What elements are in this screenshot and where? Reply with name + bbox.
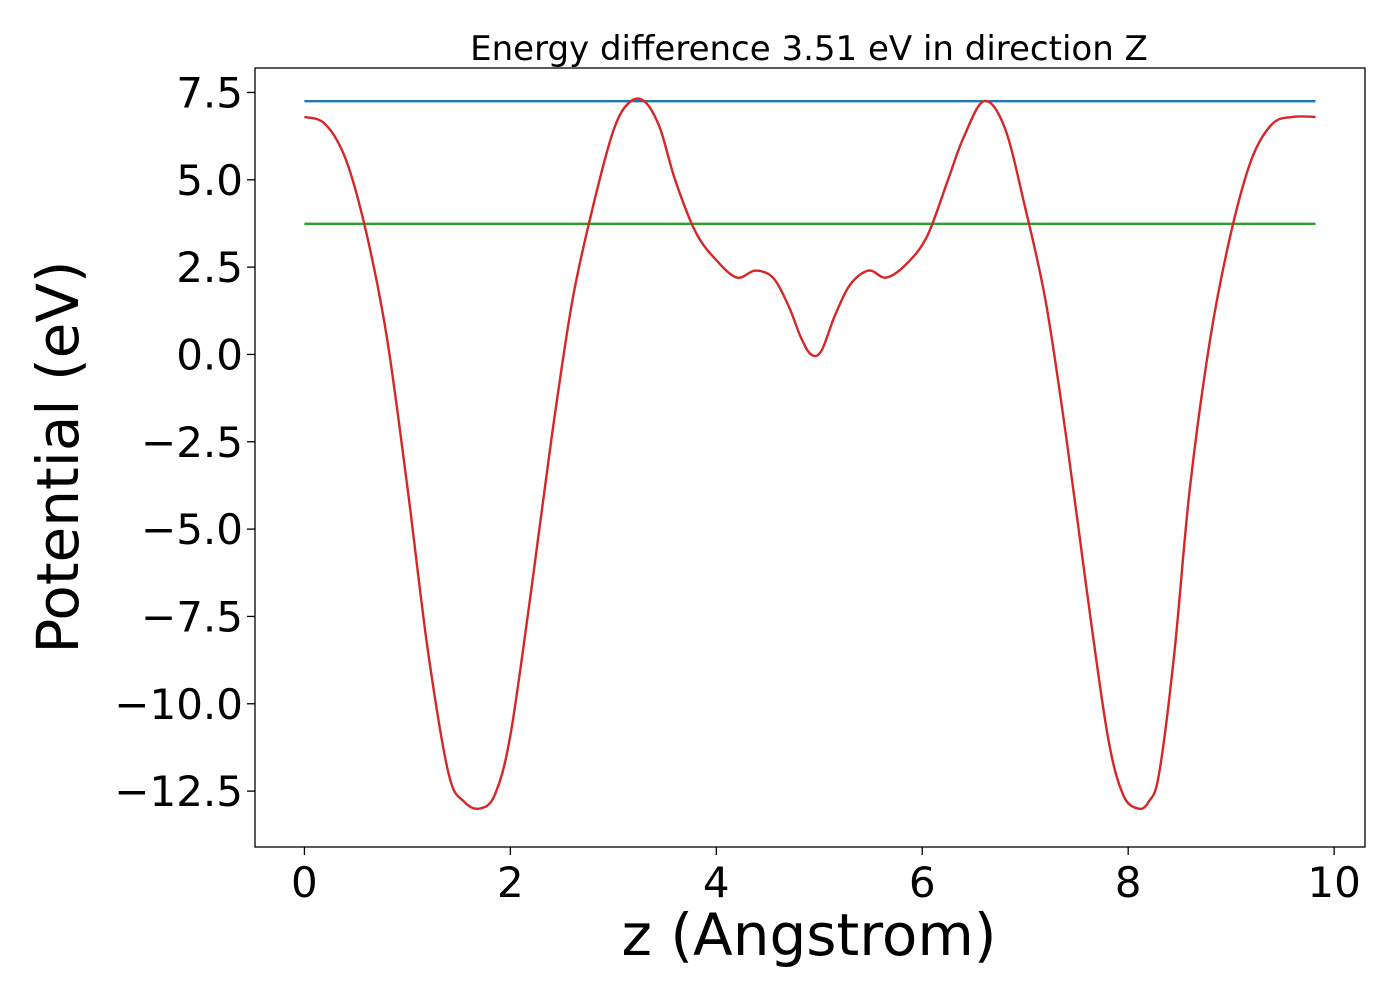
x-axis-ticks: 0 2 4 6 8 10 bbox=[291, 847, 1361, 907]
x-tick-label: 8 bbox=[1115, 858, 1142, 907]
x-tick-label: 4 bbox=[703, 858, 730, 907]
y-tick-label: 2.5 bbox=[176, 243, 243, 292]
y-tick-label: −7.5 bbox=[141, 592, 243, 641]
y-axis-label: Potential (eV) bbox=[24, 260, 92, 653]
y-tick-label: −2.5 bbox=[141, 418, 243, 467]
y-tick-label: −5.0 bbox=[141, 505, 243, 554]
x-tick-label: 6 bbox=[909, 858, 936, 907]
plot-frame bbox=[254, 67, 1366, 848]
x-tick-label: 10 bbox=[1307, 858, 1360, 907]
y-tick-label: −12.5 bbox=[114, 767, 243, 816]
y-tick-label: 5.0 bbox=[176, 156, 243, 205]
chart-title: Energy difference 3.51 eV in direction Z bbox=[470, 29, 1148, 69]
x-tick-label: 2 bbox=[497, 858, 524, 907]
potential-curve bbox=[304, 97, 1316, 811]
series-layer bbox=[304, 97, 1316, 811]
y-tick-label: 7.5 bbox=[176, 68, 243, 117]
x-axis-label: z (Angstrom) bbox=[622, 901, 997, 969]
y-axis-ticks: 7.5 5.0 2.5 0.0 −2.5 −5.0 −7.5 −10.0 −12.5 bbox=[114, 68, 255, 816]
x-tick-label: 0 bbox=[291, 858, 318, 907]
y-tick-label: 0.0 bbox=[176, 330, 243, 379]
y-tick-label: −10.0 bbox=[114, 680, 243, 729]
